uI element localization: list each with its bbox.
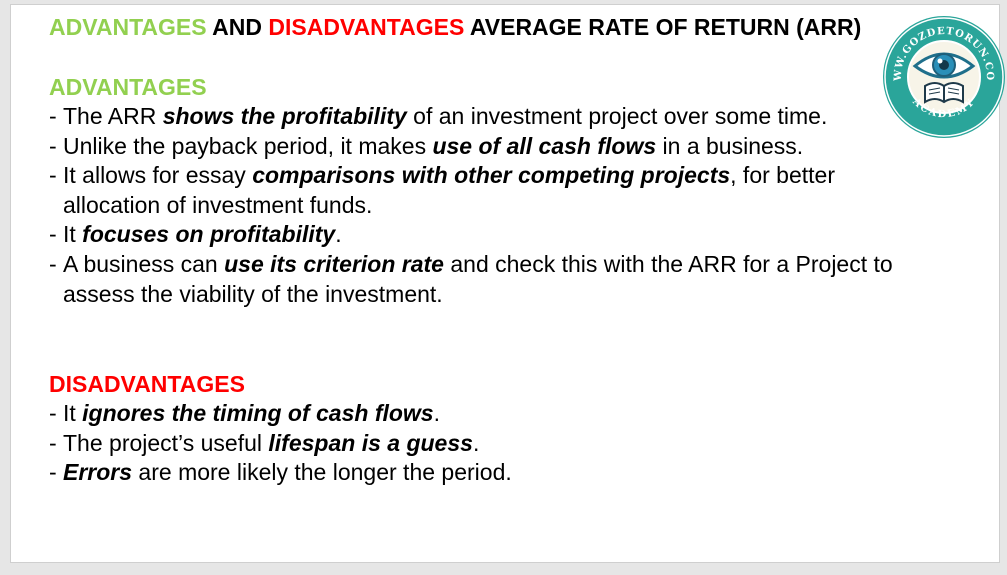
disadvantage-1-text-end: .: [433, 400, 440, 427]
advantage-item-1: The ARR shows the profitability of an in…: [49, 102, 909, 132]
advantage-3-text: It allows for essay: [63, 162, 253, 189]
disadvantage-item-1: It ignores the timing of cash flows.: [49, 399, 909, 429]
advantage-item-4: It focuses on profitability.: [49, 220, 909, 250]
logo-graphic: WWW.GOZDETORUN.COM ACADEMY: [874, 6, 1005, 138]
spacer: [49, 42, 909, 72]
advantage-3-text-end: , for better allocation of investment fu…: [63, 162, 835, 218]
title-and: AND: [206, 14, 269, 40]
disadvantage-3-text-end: are more likely the longer the period.: [132, 459, 512, 486]
title-disadvantages: DISADVANTAGES: [268, 14, 465, 40]
advantage-item-5: A business can use its criterion rate an…: [49, 250, 909, 309]
advantage-4-text-end: .: [335, 221, 342, 248]
advantages-list: The ARR shows the profitability of an in…: [49, 102, 909, 309]
disadvantages-list: It ignores the timing of cash flows. The…: [49, 399, 909, 488]
slide-content: ADVANTAGES AND DISADVANTAGES AVERAGE RAT…: [49, 12, 909, 488]
disadvantage-item-3: Errors are more likely the longer the pe…: [49, 458, 909, 488]
title-advantages: ADVANTAGES: [49, 14, 207, 40]
advantage-1-text: The ARR: [63, 103, 163, 129]
spacer: [49, 309, 909, 369]
advantage-item-3: It allows for essay comparisons with oth…: [49, 161, 909, 220]
disadvantage-2-text: The project’s useful: [63, 429, 269, 456]
eye-book-icon: [912, 52, 976, 104]
disadvantage-1-emphasis: ignores the timing of cash flows: [82, 400, 434, 427]
disadvantage-3-emphasis: Errors: [63, 459, 133, 486]
academy-logo: WWW.GOZDETORUN.COM ACADEMY: [874, 6, 1007, 140]
advantage-3-emphasis: comparisons with other competing project…: [252, 162, 731, 189]
advantage-2-text-end: in a business.: [656, 132, 804, 159]
disadvantage-2-text-end: .: [472, 429, 480, 456]
advantage-4-text: It: [63, 221, 83, 248]
advantages-heading: ADVANTAGES: [49, 74, 207, 100]
disadvantages-heading: DISADVANTAGES: [49, 371, 245, 398]
advantage-2-text: Unlike the payback period, it makes: [63, 132, 433, 159]
advantage-item-2: Unlike the payback period, it makes use …: [49, 132, 909, 162]
disadvantage-1-text: It: [63, 400, 83, 427]
slide: ADVANTAGES AND DISADVANTAGES AVERAGE RAT…: [10, 4, 1005, 563]
advantage-5-text: A business can: [63, 250, 225, 277]
advantage-5-text-end: and check this with the ARR for a Projec…: [63, 250, 893, 307]
disadvantage-item-2: The project’s useful lifespan is a guess…: [49, 429, 909, 459]
advantage-1-text-end: of an investment project over some time.: [406, 103, 828, 129]
advantage-5-emphasis: use its criterion rate: [224, 250, 444, 277]
slide-title: ADVANTAGES AND DISADVANTAGES AVERAGE RAT…: [49, 12, 909, 42]
advantage-1-emphasis: shows the profitability: [162, 103, 407, 129]
title-rest: AVERAGE RATE OF RETURN (ARR): [464, 14, 862, 40]
advantage-2-emphasis: use of all cash flows: [432, 132, 657, 159]
disadvantage-2-emphasis: lifespan is a guess: [268, 429, 473, 456]
advantage-4-emphasis: focuses on profitability: [82, 221, 336, 248]
